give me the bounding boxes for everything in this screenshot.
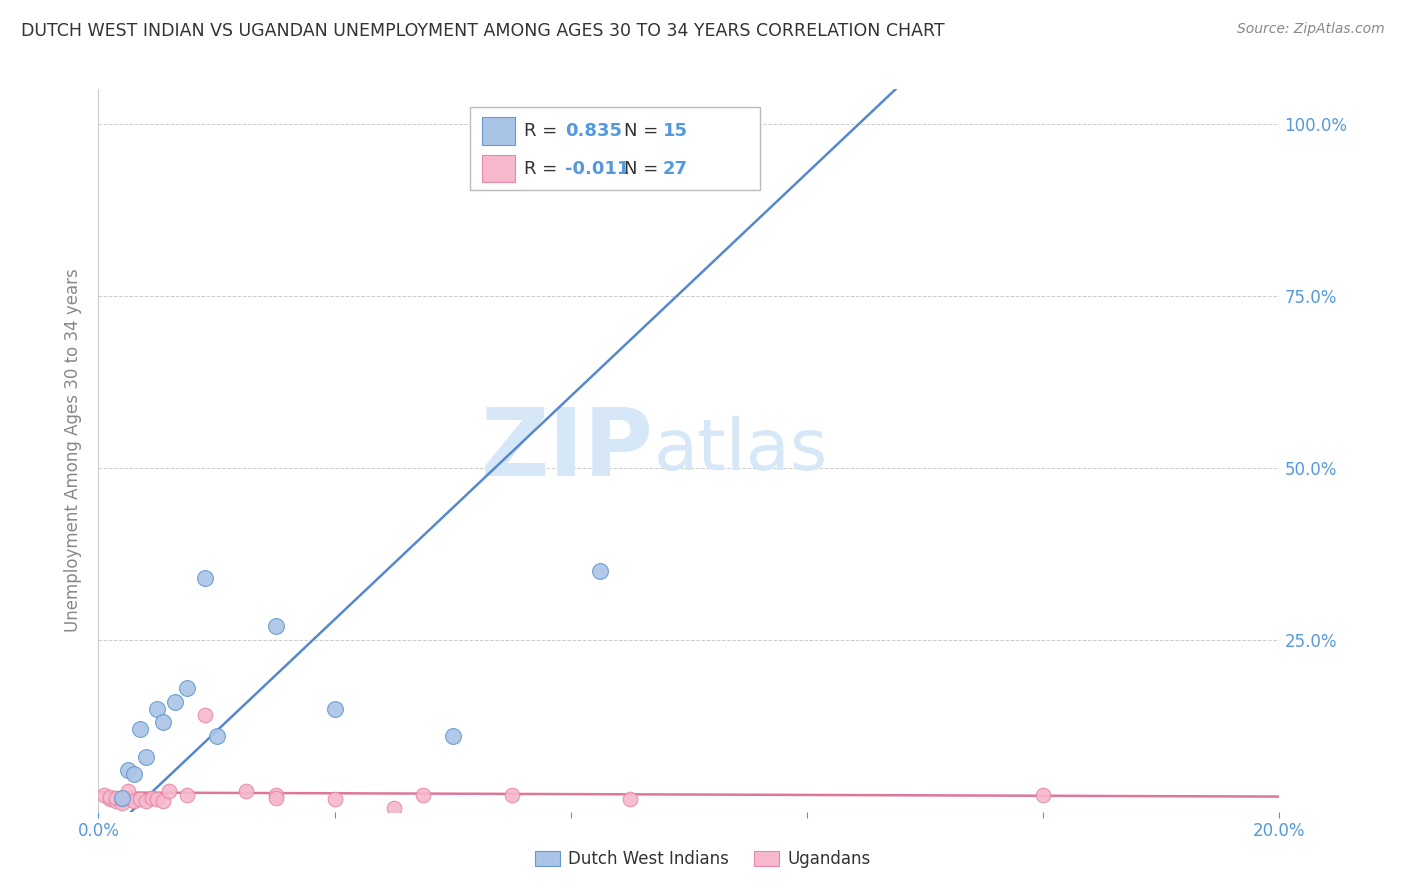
Point <box>122 794 145 808</box>
Point <box>111 792 134 806</box>
Bar <box>482 118 516 145</box>
Point <box>194 571 217 585</box>
Point <box>176 681 198 695</box>
Text: 15: 15 <box>664 122 688 140</box>
Point <box>176 788 198 802</box>
Text: -0.011: -0.011 <box>565 160 630 178</box>
Bar <box>482 155 516 182</box>
Text: 0.835: 0.835 <box>565 122 621 140</box>
Text: Source: ZipAtlas.com: Source: ZipAtlas.com <box>1237 22 1385 37</box>
Point <box>501 788 523 802</box>
Legend: Dutch West Indians, Ugandans: Dutch West Indians, Ugandans <box>529 844 877 875</box>
Point <box>441 729 464 743</box>
Point <box>146 792 169 806</box>
Point <box>619 792 641 806</box>
Point <box>157 784 180 798</box>
Text: N =: N = <box>624 122 664 140</box>
Point <box>105 791 128 805</box>
Text: ZIP: ZIP <box>481 404 654 497</box>
Point <box>98 792 121 806</box>
Point <box>98 789 121 804</box>
Point <box>323 792 346 806</box>
Point <box>235 784 257 798</box>
Point <box>382 801 405 815</box>
Point <box>117 764 139 778</box>
FancyBboxPatch shape <box>471 107 759 190</box>
Point <box>152 794 174 808</box>
Point <box>412 788 434 802</box>
Point <box>165 695 187 709</box>
Point <box>205 729 228 743</box>
Point <box>1032 788 1054 802</box>
Text: R =: R = <box>523 122 562 140</box>
Text: R =: R = <box>523 160 562 178</box>
Text: atlas: atlas <box>654 416 828 485</box>
Point <box>128 722 150 736</box>
Point <box>93 788 115 802</box>
Point <box>122 767 145 781</box>
Point <box>152 715 174 730</box>
Text: DUTCH WEST INDIAN VS UGANDAN UNEMPLOYMENT AMONG AGES 30 TO 34 YEARS CORRELATION : DUTCH WEST INDIAN VS UGANDAN UNEMPLOYMEN… <box>21 22 945 40</box>
Point <box>105 794 128 808</box>
Text: 27: 27 <box>664 160 688 178</box>
Point <box>264 619 287 633</box>
Point <box>135 749 157 764</box>
Point <box>141 791 163 805</box>
Point <box>111 797 134 811</box>
Point <box>589 564 612 578</box>
Point <box>117 784 139 798</box>
Point <box>128 792 150 806</box>
Point <box>117 791 139 805</box>
Point <box>135 794 157 808</box>
Point <box>264 788 287 802</box>
Point <box>146 701 169 715</box>
Point <box>194 708 217 723</box>
Point <box>264 791 287 805</box>
Y-axis label: Unemployment Among Ages 30 to 34 years: Unemployment Among Ages 30 to 34 years <box>65 268 83 632</box>
Text: N =: N = <box>624 160 664 178</box>
Point <box>323 701 346 715</box>
Point <box>111 791 134 805</box>
